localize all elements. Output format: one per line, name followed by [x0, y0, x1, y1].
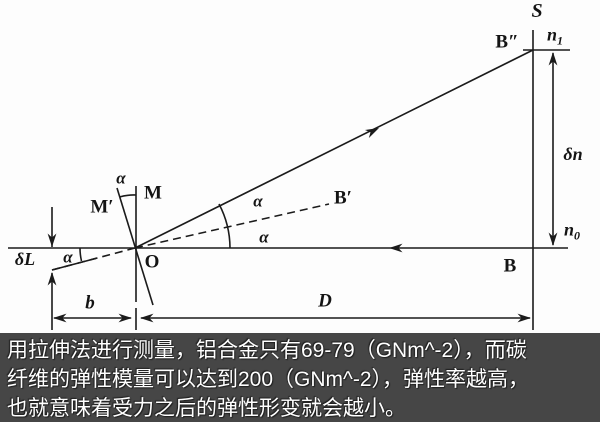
ray-O-Bp-dashed: [134, 203, 330, 249]
caption-banner: 用拉伸法进行测量，铝合金只有69-79（GNm^-2），而碳 纤维的弹性模量可以…: [0, 333, 600, 422]
label-n1-base: n: [546, 24, 558, 45]
label-b-dim: b: [85, 292, 95, 314]
label-alpha-left: α: [63, 247, 73, 267]
label-n0-sub: 0: [574, 228, 581, 243]
label-n1-sub: 1: [557, 33, 564, 48]
caption-line-3: 也就意味着受力之后的弹性形变就会越小。: [7, 397, 406, 420]
caption-line-2: 纤维的弹性模量可以达到200（GNm^-2），弹性率越高，: [7, 368, 530, 391]
label-alpha-top: α: [116, 168, 126, 188]
label-alpha-lower-right: α: [259, 227, 269, 247]
label-n0-base: n: [563, 219, 575, 240]
label-b-double-prime: B″: [495, 31, 519, 53]
diagram-canvas: [8, 30, 570, 330]
alpha-top-arc: [119, 194, 137, 198]
label-m: M: [144, 182, 162, 204]
alpha-right-arc: [218, 203, 231, 249]
label-n1: n1: [547, 26, 563, 47]
label-b-point: B: [503, 255, 517, 277]
label-s: S: [531, 0, 543, 22]
ray-left-solid-tip: [51, 257, 97, 271]
label-d-dim: D: [318, 290, 332, 312]
label-delta-l: δL: [14, 249, 36, 269]
label-alpha-upper-right: α: [253, 191, 263, 211]
alpha-left-arc: [79, 247, 83, 262]
caption-line-1: 用拉伸法进行测量，铝合金只有69-79（GNm^-2），而碳: [7, 339, 527, 362]
label-b-prime: B′: [333, 187, 353, 209]
label-delta-n: δn: [563, 144, 583, 164]
label-o: O: [144, 251, 160, 273]
ray-O-Bpp: [134, 49, 534, 249]
label-m-prime: M′: [90, 196, 114, 218]
optical-lever-diagram: S B″ n1 δn n0 B B′ α α α α M M′ O δL b D: [8, 0, 583, 330]
label-n0: n0: [564, 221, 580, 242]
mirror-Mprime-line: [116, 187, 154, 306]
